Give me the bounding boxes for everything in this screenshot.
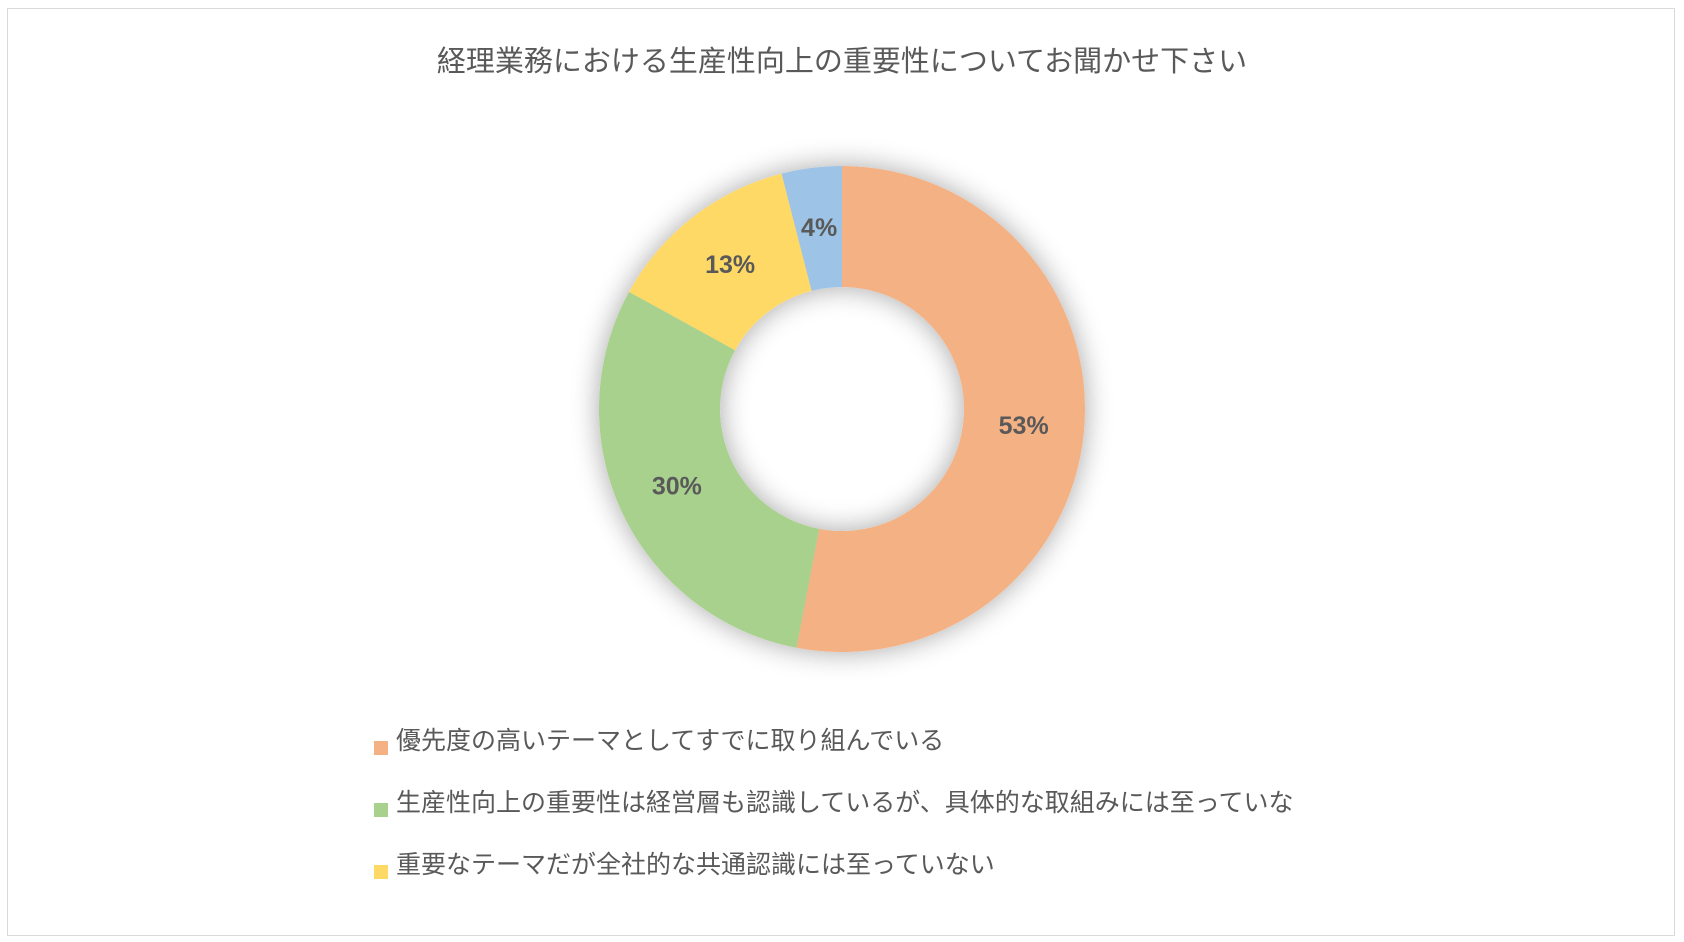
data-label-2: 30% (652, 473, 702, 501)
slice-1 (796, 166, 1085, 652)
legend-swatch-3 (374, 865, 388, 879)
slice-4 (781, 166, 842, 291)
slices-group (599, 166, 1085, 652)
legend-label-1: 優先度の高いテーマとしてすでに取り組んでいる (396, 726, 945, 755)
labels-group: 53% 30% 13% 4% (652, 214, 1049, 501)
chart-title: 経理業務における生産性向上の重要性についてお聞かせ下さい (436, 44, 1248, 78)
data-label-1: 53% (999, 412, 1049, 440)
chart-frame (7, 8, 1675, 936)
data-label-3: 13% (705, 251, 755, 279)
legend-swatch-1 (374, 741, 388, 755)
slice-3 (629, 173, 812, 351)
legend-label-2: 生産性向上の重要性は経営層も認識しているが、具体的な取組みには至っていな (396, 788, 1294, 817)
data-label-4: 4% (801, 214, 837, 242)
legend-label-3: 重要なテーマだが全社的な共通認識には至っていない (396, 850, 995, 879)
legend-swatch-2 (374, 803, 388, 817)
slice-2 (599, 291, 820, 648)
